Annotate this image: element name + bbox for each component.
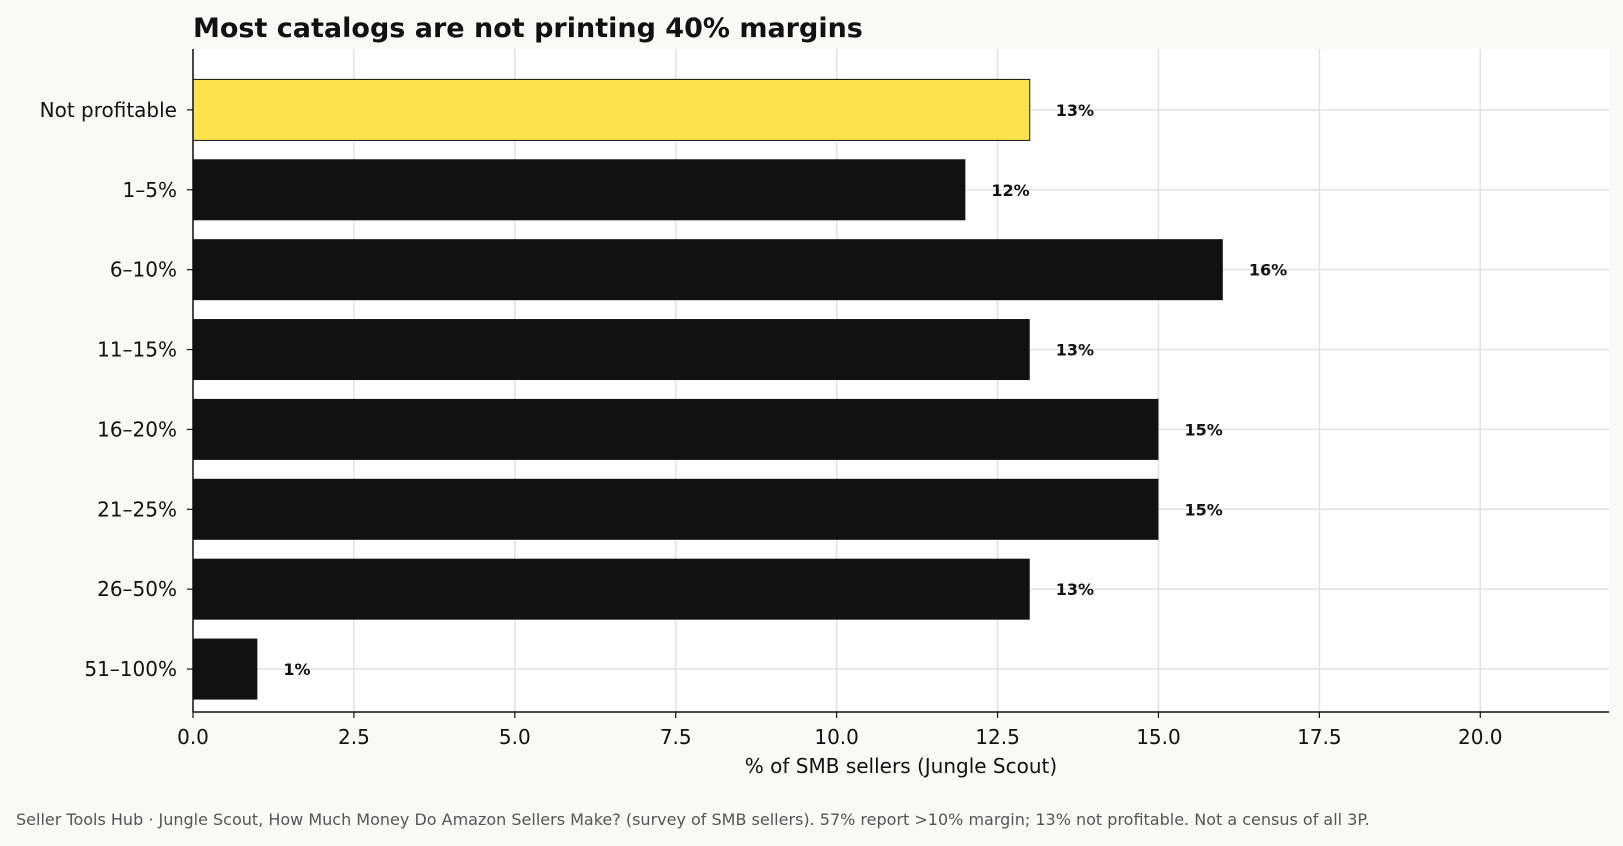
- y-tick-label-1: 1–5%: [123, 178, 177, 202]
- x-tick-label-5: 12.5: [975, 725, 1020, 749]
- bar-3: [193, 319, 1030, 381]
- data-label-4: 15%: [1184, 420, 1222, 439]
- y-tick-label-7: 51–100%: [84, 657, 177, 681]
- y-tick-label-4: 16–20%: [97, 417, 177, 441]
- y-tick-label-0: Not profitable: [40, 98, 177, 122]
- x-tick-label-1: 2.5: [338, 725, 370, 749]
- x-tick-label-2: 5.0: [499, 725, 531, 749]
- x-tick-label-6: 15.0: [1136, 725, 1181, 749]
- bar-5: [193, 478, 1159, 540]
- x-tick-label-4: 10.0: [814, 725, 859, 749]
- data-label-0: 13%: [1056, 101, 1094, 120]
- bar-1: [193, 159, 966, 221]
- data-label-7: 1%: [283, 660, 310, 679]
- y-tick-label-6: 26–50%: [97, 577, 177, 601]
- bar-2: [193, 239, 1223, 301]
- bar-chart: 13% 12% 16% 13% 15% 15% 13% 1% Not profitable 1–…: [40, 13, 1609, 778]
- data-label-2: 16%: [1249, 261, 1287, 280]
- y-tick-label-5: 21–25%: [97, 497, 177, 521]
- data-label-5: 15%: [1184, 500, 1222, 519]
- bar-6: [193, 558, 1030, 620]
- bar-4: [193, 398, 1159, 460]
- y-tick-label-3: 11–15%: [97, 338, 177, 362]
- data-label-1: 12%: [991, 181, 1029, 200]
- x-tick-label-7: 17.5: [1297, 725, 1342, 749]
- bar-7: [193, 638, 258, 700]
- x-tick-label-3: 7.5: [660, 725, 692, 749]
- data-label-3: 13%: [1056, 341, 1094, 360]
- x-tick-label-0: 0.0: [177, 725, 209, 749]
- source-note: Seller Tools Hub · Jungle Scout, How Muc…: [16, 810, 1370, 829]
- chart-title: Most catalogs are not printing 40% margi…: [193, 13, 863, 44]
- x-axis-label: % of SMB sellers (Jungle Scout): [745, 754, 1057, 778]
- data-labels: 13% 12% 16% 13% 15% 15% 13% 1%: [283, 101, 1287, 679]
- axes: Not profitable 1–5% 6–10% 11–15% 16–20% 21–25…: [40, 49, 1609, 749]
- x-tick-label-8: 20.0: [1458, 725, 1503, 749]
- bars: [192, 78, 1223, 700]
- y-tick-label-2: 6–10%: [110, 258, 177, 282]
- data-label-6: 13%: [1056, 580, 1094, 599]
- bar-0: [192, 78, 1031, 141]
